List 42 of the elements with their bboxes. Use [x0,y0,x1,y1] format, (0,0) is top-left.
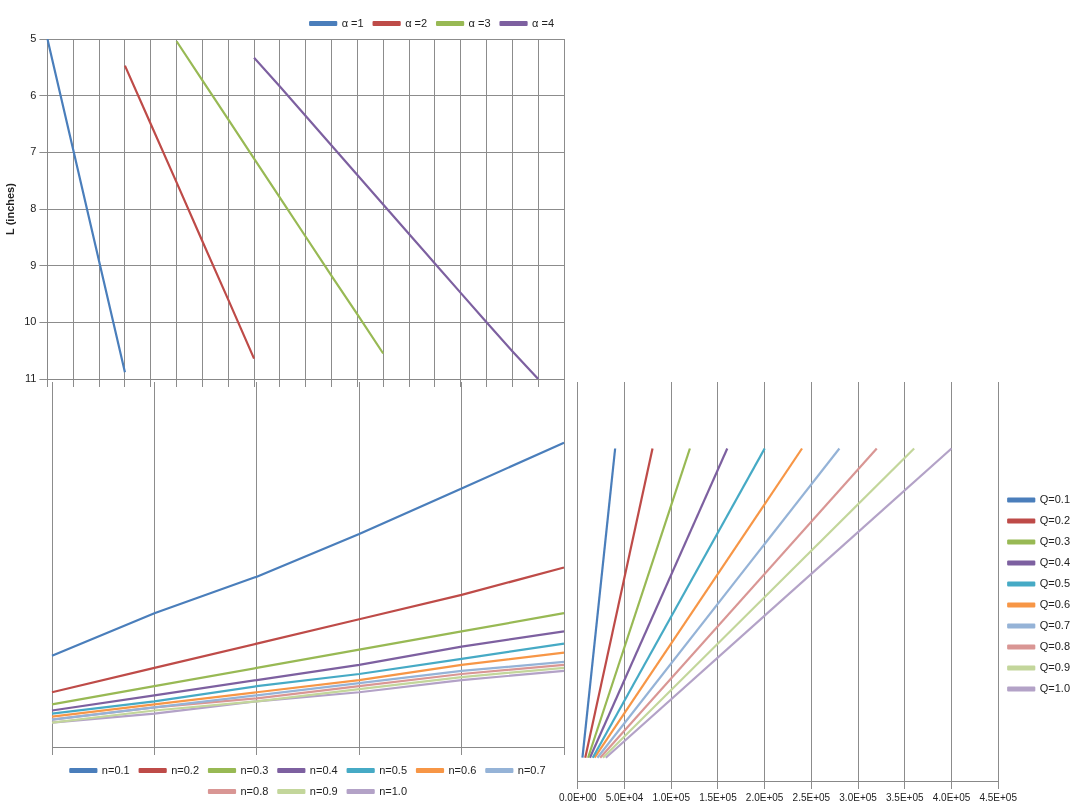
legend-label: n=0.3 [240,763,269,776]
legend-label: α =2 [405,16,428,29]
legend-label: n=0.5 [379,763,408,776]
legend-label: Q=0.1 [1039,493,1071,506]
legend-label: n=0.1 [101,763,130,776]
x-tick-label: 0.0E+00 [558,791,597,803]
legend-label: α =1 [341,16,364,29]
y-tick-label: 10 [24,315,37,328]
x-tick-label: 4.5E+05 [979,791,1018,803]
x-tick-label: 4.0E+05 [932,791,971,803]
legend-label: α =3 [468,16,491,29]
legend-label: n=0.6 [448,763,477,776]
legend-label: n=0.7 [517,763,546,776]
legend-label: Q=0.9 [1039,661,1071,674]
x-tick-label: 2.5E+05 [792,791,831,803]
legend-label: Q=0.4 [1039,556,1071,569]
y-tick-label: 11 [25,372,37,385]
legend-label: n=0.8 [240,784,269,797]
legend-label: n=1.0 [379,784,408,797]
x-tick-label: 1.0E+05 [652,791,691,803]
y-tick-label: 6 [30,88,37,101]
legend-label: Q=0.2 [1039,514,1071,527]
legend-label: n=0.4 [309,763,338,776]
x-tick-label: 3.0E+05 [839,791,878,803]
legend-label: Q=0.5 [1039,577,1071,590]
x-tick-label: 5.0E+04 [605,791,644,803]
x-tick-label: 1.5E+05 [699,791,738,803]
legend-label: n=0.2 [171,763,200,776]
y-tick-label: 7 [30,145,37,158]
legend-label: Q=1.0 [1039,682,1071,695]
x-tick-label: 3.5E+05 [886,791,924,803]
y-tick-label: 5 [30,32,37,45]
legend-label: n=0.9 [309,784,338,797]
x-tick-label: 2.0E+05 [745,791,784,803]
y-axis-title: L (inches) [3,182,16,235]
legend-label: Q=0.6 [1039,598,1071,611]
legend-label: α =4 [532,16,555,29]
y-tick-label: 8 [30,202,37,215]
legend-label: Q=0.8 [1039,640,1071,653]
y-tick-label: 9 [30,258,37,271]
legend-label: Q=0.3 [1039,535,1071,548]
legend-label: Q=0.7 [1039,619,1071,632]
